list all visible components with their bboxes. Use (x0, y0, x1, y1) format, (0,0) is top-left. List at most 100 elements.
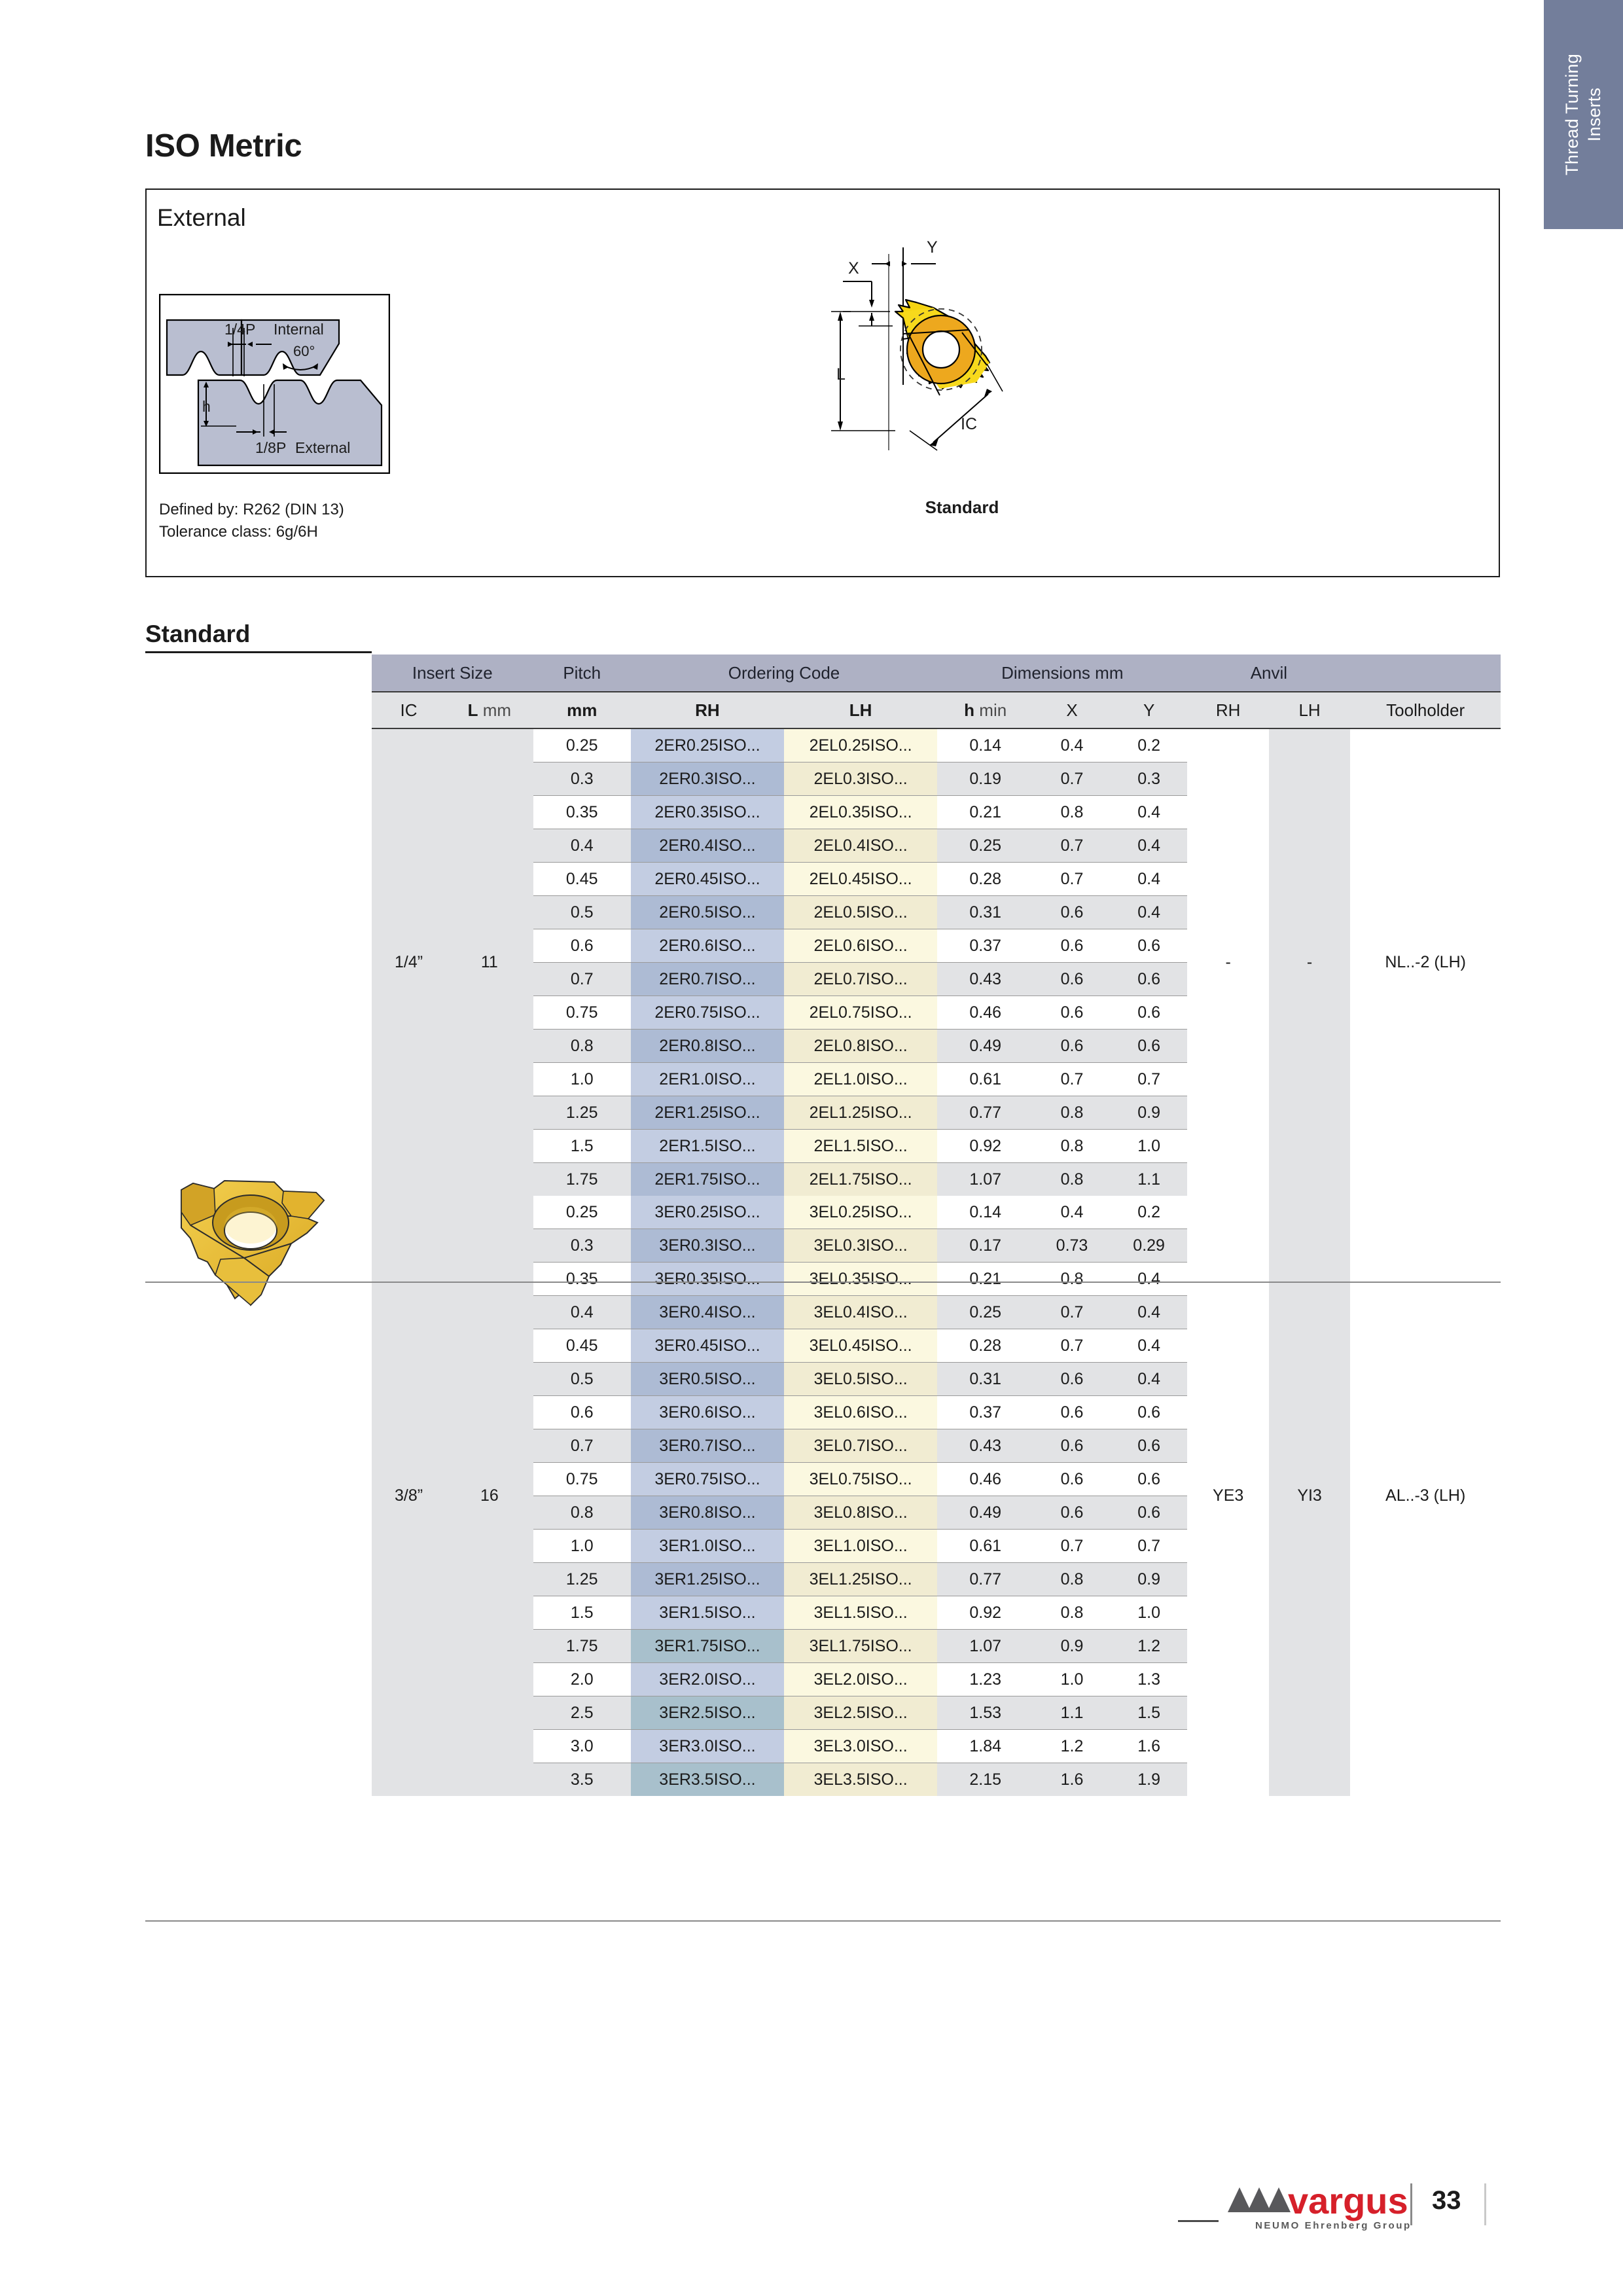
cell-ordering-code-lh: 2EL0.35ISO... (784, 795, 938, 829)
cell-dimension-x: 0.8 (1033, 1562, 1111, 1596)
cell-ordering-code-lh: 2EL0.6ISO... (784, 929, 938, 963)
cell-dimension-y: 0.4 (1110, 1329, 1188, 1363)
cell-dimension-h-min: 0.43 (937, 962, 1034, 996)
defined-by-note: Defined by: R262 (DIN 13) Tolerance clas… (159, 499, 344, 543)
subheader-rh-text: RH (695, 700, 720, 720)
subheader-l-mm: L mm (446, 691, 533, 729)
cell-dimension-x: 0.6 (1033, 929, 1111, 963)
cell-ordering-code-lh: 3EL0.45ISO... (784, 1329, 938, 1363)
subheader-anvil-rh: RH (1187, 691, 1269, 729)
cell-dimension-x: 0.6 (1033, 962, 1111, 996)
cell-dimension-y: 0.4 (1110, 862, 1188, 896)
table-row: 0.75 2ER0.75ISO... 2EL0.75ISO... 0.46 0.6 0.6 (372, 996, 1501, 1030)
cell-insert-size-ic: 3/8” (372, 1196, 446, 1796)
vargus-wordmark: vargus (1288, 2180, 1408, 2221)
cell-ordering-code-lh: 3EL0.4ISO... (784, 1295, 938, 1329)
cell-ordering-code-rh: 2ER1.75ISO... (630, 1162, 785, 1196)
cell-dimension-y: 0.4 (1110, 829, 1188, 863)
cell-dimension-x: 0.7 (1033, 1295, 1111, 1329)
cell-pitch-mm: 0.3 (533, 762, 631, 796)
cell-pitch-mm: 0.5 (533, 895, 631, 929)
vargus-tagline: NEUMO Ehrenberg Group (1255, 2220, 1412, 2231)
cell-pitch-mm: 0.45 (533, 1329, 631, 1363)
cell-dimension-x: 0.6 (1033, 1395, 1111, 1429)
cell-dimension-x: 0.8 (1033, 1129, 1111, 1163)
header-spacer (1350, 655, 1501, 692)
table-row: 0.6 2ER0.6ISO... 2EL0.6ISO... 0.37 0.6 0.6 (372, 929, 1501, 963)
cell-dimension-y: 1.5 (1110, 1696, 1188, 1730)
cell-dimension-h-min: 0.92 (937, 1129, 1034, 1163)
cell-dimension-y: 1.6 (1110, 1729, 1188, 1763)
cell-ordering-code-lh: 3EL3.0ISO... (784, 1729, 938, 1763)
cell-ordering-code-rh: 2ER0.8ISO... (630, 1029, 785, 1063)
table-row: 1.25 3ER1.25ISO... 3EL1.25ISO... 0.77 0.8 0.9 (372, 1562, 1501, 1596)
table-row: 1.0 3ER1.0ISO... 3EL1.0ISO... 0.61 0.7 0.7 (372, 1529, 1501, 1563)
cell-dimension-x: 0.7 (1033, 1062, 1111, 1096)
cell-dimension-h-min: 0.14 (937, 1196, 1034, 1229)
cell-dimension-y: 0.4 (1110, 1295, 1188, 1329)
table-row: 0.5 2ER0.5ISO... 2EL0.5ISO... 0.31 0.6 0.4 (372, 895, 1501, 929)
thread-profile-diagram: 1/4P Internal 60° h 1/8P External (159, 294, 390, 474)
cell-pitch-mm: 0.75 (533, 1462, 631, 1496)
cell-ordering-code-lh: 3EL1.75ISO... (784, 1629, 938, 1663)
cell-ordering-code-lh: 3EL1.0ISO... (784, 1529, 938, 1563)
cell-ordering-code-rh: 3ER1.75ISO... (630, 1629, 785, 1663)
cell-dimension-x: 0.6 (1033, 1462, 1111, 1496)
cell-dimension-x: 0.7 (1033, 829, 1111, 863)
vargus-logo: vargus (1228, 2180, 1408, 2221)
cell-dimension-h-min: 0.37 (937, 1395, 1034, 1429)
cell-ordering-code-lh: 3EL0.25ISO... (784, 1196, 938, 1229)
cell-dimension-y: 0.9 (1110, 1562, 1188, 1596)
cell-ordering-code-rh: 3ER1.5ISO... (630, 1596, 785, 1630)
cell-ordering-code-lh: 2EL0.25ISO... (784, 728, 938, 762)
cell-ordering-code-rh: 2ER1.5ISO... (630, 1129, 785, 1163)
cell-insert-size-l: 16 (446, 1196, 533, 1796)
cell-ordering-code-lh: 2EL0.45ISO... (784, 862, 938, 896)
cell-dimension-y: 0.6 (1110, 1395, 1188, 1429)
insert-dimension-diagram: Y X L IC (831, 238, 1003, 451)
cell-dimension-x: 0.6 (1033, 996, 1111, 1030)
label-h: h (202, 398, 211, 415)
table-row: 2.0 3ER2.0ISO... 3EL2.0ISO... 1.23 1.0 1.3 (372, 1662, 1501, 1696)
cell-dimension-h-min: 0.21 (937, 795, 1034, 829)
cell-ordering-code-rh: 2ER1.0ISO... (630, 1062, 785, 1096)
cell-pitch-mm: 1.25 (533, 1562, 631, 1596)
cell-pitch-mm: 1.25 (533, 1096, 631, 1130)
table-body: 1/4” 11 0.25 2ER0.25ISO... 2EL0.25ISO... 0.14… (372, 728, 1501, 1796)
cell-dimension-h-min: 1.23 (937, 1662, 1034, 1696)
cell-pitch-mm: 0.6 (533, 1395, 631, 1429)
table-row: 1.5 2ER1.5ISO... 2EL1.5ISO... 0.92 0.8 1.0 (372, 1129, 1501, 1163)
cell-dimension-y: 0.29 (1110, 1229, 1188, 1263)
table-row: 1.75 3ER1.75ISO... 3EL1.75ISO... 1.07 0.9 1.2 (372, 1629, 1501, 1663)
group-separator-rule (372, 1282, 1501, 1283)
cell-dimension-x: 0.8 (1033, 1262, 1111, 1296)
cell-dimension-y: 1.9 (1110, 1763, 1188, 1796)
cell-ordering-code-rh: 3ER0.8ISO... (630, 1496, 785, 1530)
cell-dimension-x: 0.7 (1033, 762, 1111, 796)
table-row: 3.5 3ER3.5ISO... 3EL3.5ISO... 2.15 1.6 1.9 (372, 1763, 1501, 1796)
cell-dimension-h-min: 1.53 (937, 1696, 1034, 1730)
cell-dimension-h-min: 1.84 (937, 1729, 1034, 1763)
cell-ordering-code-rh: 2ER0.4ISO... (630, 829, 785, 863)
cell-dimension-h-min: 0.77 (937, 1096, 1034, 1130)
header-pitch: Pitch (533, 655, 631, 692)
table-row: 0.45 3ER0.45ISO... 3EL0.45ISO... 0.28 0.7 0.4 (372, 1329, 1501, 1363)
label-quarter-p: 1/4P (224, 321, 255, 338)
cell-pitch-mm: 0.8 (533, 1496, 631, 1530)
page-title: ISO Metric (145, 128, 302, 164)
cell-dimension-y: 1.1 (1110, 1162, 1188, 1196)
cell-dimension-h-min: 1.07 (937, 1629, 1034, 1663)
cell-toolholder: NL..-2 (LH) (1350, 728, 1501, 1196)
subheader-lh-text: LH (849, 700, 872, 720)
header-dimensions-mm: Dimensions mm (937, 655, 1188, 692)
cell-dimension-x: 0.8 (1033, 1596, 1111, 1630)
cell-dimension-x: 0.8 (1033, 1096, 1111, 1130)
subheader-x: X (1033, 691, 1111, 729)
cell-pitch-mm: 0.35 (533, 795, 631, 829)
cell-dimension-h-min: 0.19 (937, 762, 1034, 796)
cell-ordering-code-lh: 3EL0.5ISO... (784, 1362, 938, 1396)
cell-dimension-h-min: 0.25 (937, 829, 1034, 863)
table-row: 1.25 2ER1.25ISO... 2EL1.25ISO... 0.77 0.8 0.9 (372, 1096, 1501, 1130)
table-row: 3/8” 16 0.25 3ER0.25ISO... 3EL0.25ISO... 0.14… (372, 1196, 1501, 1796)
cell-pitch-mm: 0.3 (533, 1229, 631, 1263)
